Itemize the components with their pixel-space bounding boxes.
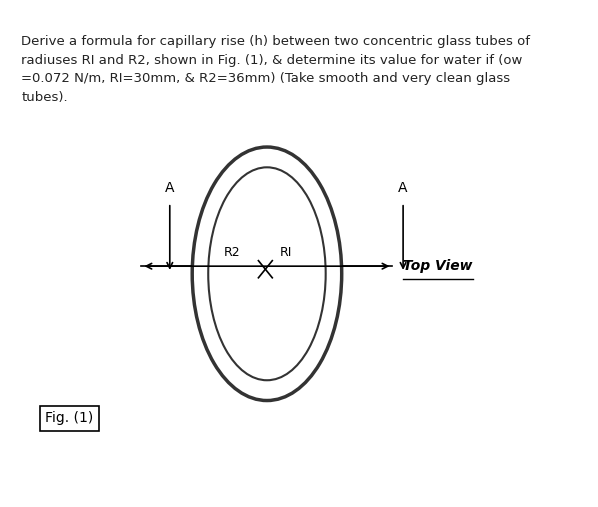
Text: A: A	[165, 181, 175, 195]
Text: Derive a formula for capillary rise (h) between two concentric glass tubes of
ra: Derive a formula for capillary rise (h) …	[22, 35, 530, 104]
Text: A: A	[398, 181, 408, 195]
Text: RI: RI	[279, 245, 292, 259]
Text: R2: R2	[224, 245, 240, 259]
Text: Top View: Top View	[403, 259, 472, 273]
Text: Fig. (1): Fig. (1)	[45, 411, 93, 425]
